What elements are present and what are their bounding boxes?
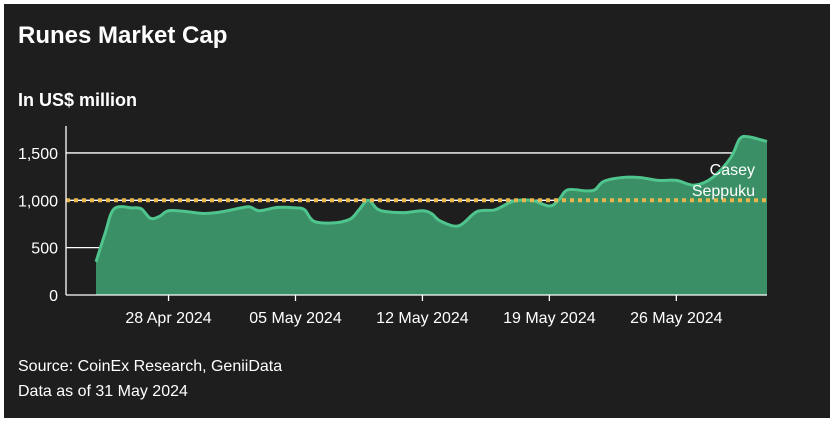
- annotation-text: Seppuku: [692, 183, 755, 200]
- x-tick-label: 28 Apr 2024: [125, 310, 211, 327]
- y-tick-label: 1,500: [18, 146, 58, 163]
- market-cap-line: [94, 134, 768, 263]
- y-tick-label: 0: [49, 288, 58, 305]
- annotation-text: Casey: [710, 162, 755, 179]
- source-note: Source: CoinEx Research, GeniiData: [18, 358, 283, 375]
- axis-layer: 0 500 1,000 1,500 28 Apr 2024 05 May 2024 12 M…: [18, 126, 767, 327]
- market-cap-area: [96, 136, 767, 295]
- x-tick-label: 19 May 2024: [503, 310, 596, 327]
- data-as-of-note: Data as of 31 May 2024: [18, 383, 188, 400]
- chart-card: Runes Market Cap In US$ million 0 500 1,00…: [4, 4, 830, 418]
- y-tick-label: 1,000: [18, 193, 58, 210]
- x-tick-label: 12 May 2024: [376, 310, 469, 327]
- x-tick-label: 05 May 2024: [249, 310, 342, 327]
- y-tick-label: 500: [31, 241, 58, 258]
- annotation-layer: Casey Seppuku: [692, 162, 755, 200]
- market-cap-chart: 0 500 1,000 1,500 28 Apr 2024 05 May 2024 12 M…: [18, 126, 768, 327]
- chart-subtitle: In US$ million: [18, 90, 138, 110]
- x-tick-label: 26 May 2024: [630, 310, 723, 327]
- chart-title: Runes Market Cap: [18, 22, 228, 49]
